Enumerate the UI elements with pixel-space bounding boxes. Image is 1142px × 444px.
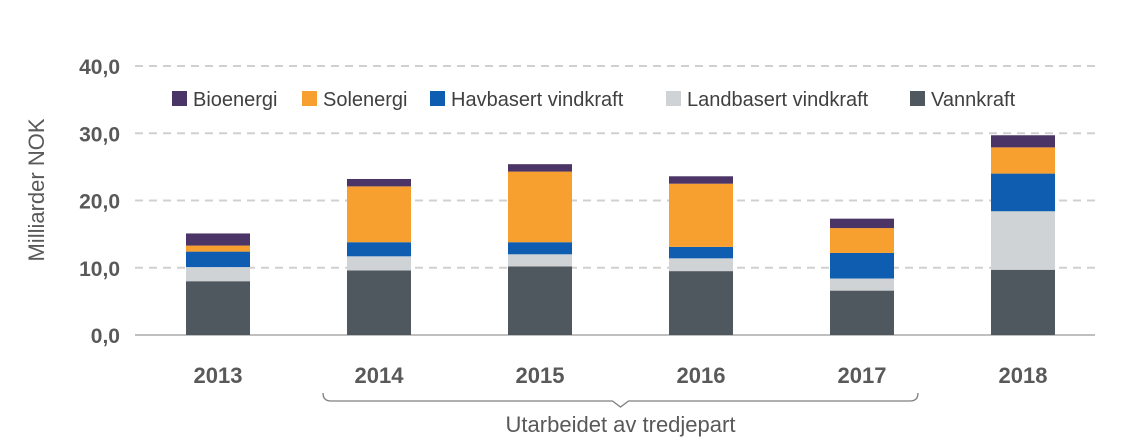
bar-segment [669, 183, 733, 247]
y-tick-label: 20,0 [79, 191, 120, 214]
y-tick-label: 10,0 [79, 258, 120, 281]
y-tick-label: 40,0 [79, 56, 120, 79]
legend-label: Solenergi [323, 89, 408, 111]
bar-segment [991, 269, 1055, 335]
bar-segment [186, 267, 250, 282]
bar-segment [669, 271, 733, 335]
bar-segment [830, 278, 894, 291]
bar-segment [347, 242, 411, 257]
bars [186, 135, 1055, 335]
legend-swatch [666, 91, 681, 106]
bar-segment [347, 256, 411, 271]
bar-segment [508, 164, 572, 172]
annotation-label: Utarbeidet av tredjepart [506, 412, 736, 437]
legend-label: Landbasert vindkraft [687, 89, 869, 111]
x-tick-label: 2018 [999, 363, 1048, 388]
bar-segment [830, 290, 894, 335]
bar-segment [347, 270, 411, 335]
bar-segment [669, 246, 733, 259]
x-tick-label: 2013 [194, 363, 243, 388]
bar-segment [186, 251, 250, 268]
bar-segment [991, 173, 1055, 212]
bar-segment [186, 245, 250, 252]
legend: Bioenergi Solenergi Havbasert vindkraft Lan… [172, 89, 1016, 111]
legend-swatch [430, 91, 445, 106]
bar-segment [508, 266, 572, 335]
y-tick-label: 30,0 [79, 123, 120, 146]
annotation-bracket: Utarbeidet av tredjepart [322, 392, 919, 437]
y-axis-title: Milliarder NOK [24, 118, 49, 261]
bar-segment [991, 211, 1055, 270]
x-tick-label: 2014 [355, 363, 405, 388]
bar-segment [830, 218, 894, 229]
x-tick-label: 2016 [677, 363, 726, 388]
legend-label: Vannkraft [931, 89, 1016, 111]
x-tick-label: 2015 [516, 363, 565, 388]
bar-segment [669, 258, 733, 272]
legend-swatch [302, 91, 317, 106]
x-axis-ticks: 2013 2014 2015 2016 2017 2018 [194, 363, 1048, 388]
bar-segment [991, 135, 1055, 148]
bar-segment [830, 228, 894, 253]
bar-segment [669, 176, 733, 184]
gridlines [135, 65, 1095, 336]
bracket-line [322, 392, 919, 408]
bar-segment [186, 233, 250, 246]
bar-segment [186, 281, 250, 335]
legend-swatch [172, 91, 187, 106]
bar-segment [991, 147, 1055, 174]
legend-swatch [910, 91, 925, 106]
bar-segment [508, 254, 572, 267]
bar-segment [508, 171, 572, 243]
bar-segment [508, 242, 572, 255]
bar-segment [347, 186, 411, 243]
legend-label: Havbasert vindkraft [451, 89, 624, 111]
y-axis-ticks: 0,0 10,0 20,0 30,0 40,0 [79, 56, 120, 348]
x-tick-label: 2017 [838, 363, 887, 388]
legend-label: Bioenergi [193, 89, 278, 111]
bar-segment [830, 252, 894, 279]
bar-segment [347, 178, 411, 187]
y-tick-label: 0,0 [91, 325, 120, 348]
